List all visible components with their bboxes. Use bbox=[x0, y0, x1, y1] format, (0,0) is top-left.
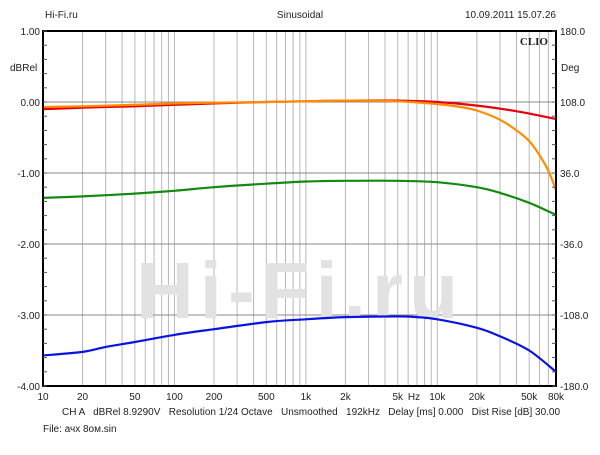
y2-tick-label: -36.0 bbox=[560, 240, 583, 251]
x-tick-label: 2k bbox=[340, 392, 352, 403]
series-line-3 bbox=[42, 179, 557, 216]
grid bbox=[43, 31, 556, 386]
x-tick-label: 1k bbox=[301, 392, 313, 403]
x-tick-label: 10k bbox=[429, 392, 446, 403]
y2-tick-label: 36.0 bbox=[560, 169, 580, 180]
series-line-2 bbox=[42, 99, 558, 191]
x-tick-label: 20k bbox=[469, 392, 486, 403]
y2-tick-label: -180.0 bbox=[560, 382, 589, 393]
x-tick-label: 50k bbox=[521, 392, 538, 403]
y-axis-label: dBRel bbox=[10, 63, 37, 74]
footer-file: File: ачх 8ом.sin bbox=[43, 424, 117, 435]
y-tick-label: 0.00 bbox=[21, 98, 41, 109]
x-tick-label: 10 bbox=[37, 392, 49, 403]
y2-tick-label: 108.0 bbox=[560, 98, 585, 109]
x-tick-label: 5k bbox=[392, 392, 404, 403]
y2-tick-label: -108.0 bbox=[560, 311, 589, 322]
x-tick-label: 80k bbox=[548, 392, 565, 403]
y2-axis-label: Deg bbox=[561, 63, 579, 74]
x-tick-label: 200 bbox=[206, 392, 223, 403]
x-tick-label: 20 bbox=[77, 392, 89, 403]
y-tick-label: -4.00 bbox=[17, 382, 40, 393]
y2-tick-label: 180.0 bbox=[560, 27, 585, 38]
footer-info: CH A dBRel 8.9290V Resolution 1/24 Octav… bbox=[62, 407, 560, 418]
y-tick-label: -2.00 bbox=[17, 240, 40, 251]
axes: 1.00 180.0 0.00 108.0 -1.00 36.0 -2.00 -36.0 -3.… bbox=[17, 27, 589, 403]
x-tick-label: 100 bbox=[166, 392, 183, 403]
y-tick-label: -1.00 bbox=[17, 169, 40, 180]
x-tick-label: 50 bbox=[129, 392, 141, 403]
header-right: 10.09.2011 15.07.26 bbox=[465, 10, 556, 21]
x-tick-label: 500 bbox=[258, 392, 275, 403]
header-center: Sinusoidal bbox=[277, 10, 323, 21]
plot-frame bbox=[42, 30, 557, 387]
y-tick-label: -3.00 bbox=[17, 311, 40, 322]
series-line-4 bbox=[42, 315, 557, 373]
watermark: Hi-Fi.ru bbox=[136, 246, 464, 335]
header-left: Hi-Fi.ru bbox=[45, 10, 78, 21]
y-tick-label: 1.00 bbox=[21, 27, 41, 38]
series-group bbox=[42, 99, 558, 373]
clio-logo: CLIO bbox=[520, 36, 549, 48]
x-unit-label: Hz bbox=[408, 392, 420, 403]
